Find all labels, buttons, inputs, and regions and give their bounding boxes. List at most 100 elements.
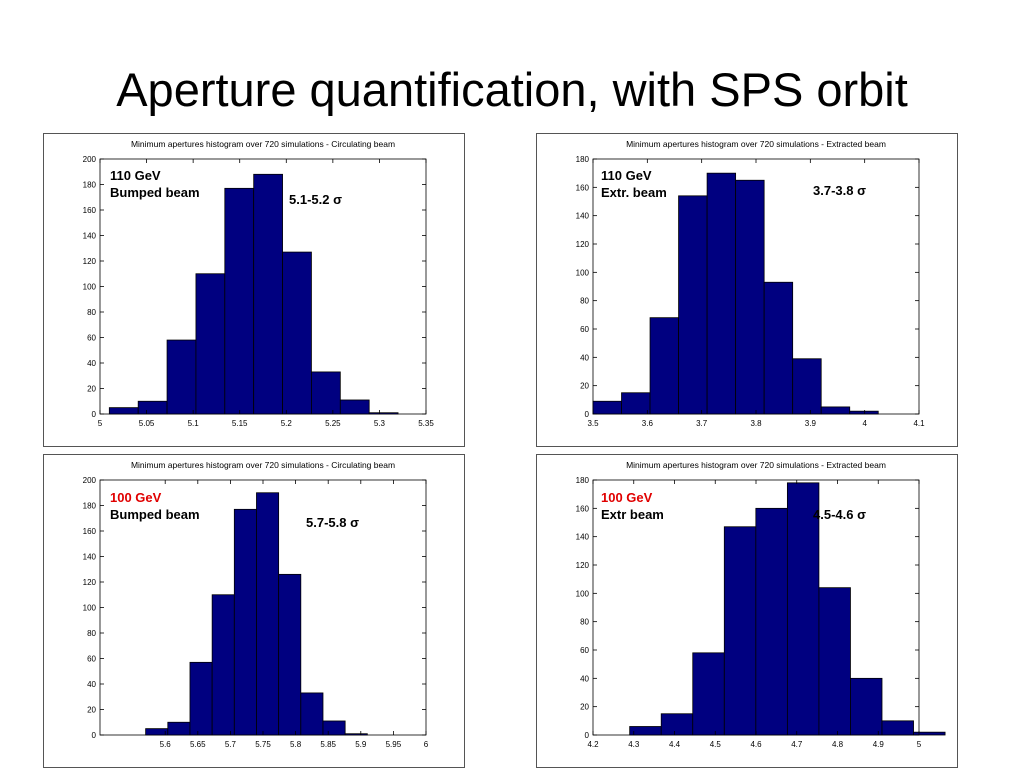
y-tick-label: 60: [580, 325, 589, 334]
y-tick-label: 100: [83, 604, 97, 613]
y-tick-label: 80: [87, 308, 96, 317]
x-tick-label: 4: [862, 419, 867, 428]
beam-label: Bumped beam: [110, 185, 200, 200]
histogram-chart-extracted-110: Minimum apertures histogram over 720 sim…: [576, 139, 925, 428]
x-tick-label: 5.3: [374, 419, 386, 428]
y-tick-label: 20: [580, 703, 589, 712]
x-tick-label: 4.4: [669, 740, 681, 749]
energy-label: 100 GeV: [601, 490, 653, 505]
histogram-bar: [792, 358, 822, 415]
x-tick-label: 3.6: [642, 419, 654, 428]
x-tick-label: 3.5: [587, 419, 599, 428]
histogram-bar: [660, 713, 694, 736]
aperture-range-label: 4.5-4.6 σ: [813, 507, 866, 522]
x-tick-label: 5.8: [290, 740, 302, 749]
histogram-bar: [755, 507, 788, 736]
y-tick-label: 80: [580, 297, 589, 306]
y-tick-label: 160: [576, 504, 590, 513]
histogram-bar: [850, 677, 883, 736]
beam-label: Extr beam: [601, 507, 664, 522]
y-tick-label: 80: [580, 618, 589, 627]
histogram-bar: [189, 661, 213, 736]
histogram-bar: [368, 412, 399, 415]
histogram-bar: [137, 400, 168, 415]
histogram-bar: [786, 482, 820, 736]
x-tick-label: 5.95: [386, 740, 402, 749]
x-tick-label: 5.65: [190, 740, 206, 749]
x-tick-label: 4.2: [587, 740, 599, 749]
x-tick-label: 3.8: [750, 419, 762, 428]
y-tick-label: 60: [87, 334, 96, 343]
x-tick-label: 3.7: [696, 419, 708, 428]
x-tick-label: 5.25: [325, 419, 341, 428]
chart-title: Minimum apertures histogram over 720 sim…: [131, 460, 395, 470]
histogram-bar: [881, 720, 914, 736]
energy-label: 110 GeV: [110, 168, 161, 183]
histogram-bar: [706, 172, 737, 415]
x-tick-label: 5.2: [281, 419, 293, 428]
y-tick-label: 100: [576, 589, 590, 598]
x-tick-label: 5: [917, 740, 922, 749]
energy-label: 100 GeV: [110, 490, 162, 505]
histogram-bar: [763, 281, 794, 415]
y-tick-label: 140: [83, 232, 97, 241]
y-tick-label: 40: [87, 359, 96, 368]
y-tick-label: 180: [83, 181, 97, 190]
histogram-bar: [621, 392, 651, 415]
aperture-range-label: 5.7-5.8 σ: [306, 515, 359, 530]
y-tick-label: 200: [83, 476, 97, 485]
histogram-bar: [224, 187, 255, 415]
histogram-bar: [108, 407, 139, 415]
histogram-bar: [649, 317, 679, 415]
x-tick-label: 5.15: [232, 419, 248, 428]
y-tick-label: 60: [580, 646, 589, 655]
histogram-bar: [692, 652, 725, 736]
y-tick-label: 0: [92, 731, 97, 740]
histogram-panel-extracted-110: Minimum apertures histogram over 720 sim…: [536, 133, 958, 447]
x-tick-label: 5.9: [355, 740, 367, 749]
y-tick-label: 120: [83, 257, 97, 266]
y-tick-label: 80: [87, 629, 96, 638]
y-tick-label: 160: [83, 527, 97, 536]
x-tick-label: 4.5: [710, 740, 722, 749]
y-tick-label: 120: [576, 561, 590, 570]
y-tick-label: 180: [83, 502, 97, 511]
x-tick-label: 4.3: [628, 740, 640, 749]
aperture-range-label: 5.1-5.2 σ: [289, 192, 342, 207]
x-tick-label: 4.1: [913, 419, 925, 428]
histogram-bar: [818, 587, 851, 736]
chart-title: Minimum apertures histogram over 720 sim…: [131, 139, 395, 149]
aperture-range-label: 3.7-3.8 σ: [813, 183, 866, 198]
histogram-bar: [300, 692, 324, 736]
x-tick-label: 5.35: [418, 419, 434, 428]
histogram-bar: [282, 251, 312, 415]
y-tick-label: 200: [83, 155, 97, 164]
x-tick-label: 5.1: [188, 419, 200, 428]
histogram-bar: [678, 195, 708, 415]
histogram-bar: [256, 492, 280, 736]
histogram-bar: [592, 400, 622, 415]
histogram-bar: [166, 339, 197, 415]
energy-label: 110 GeV: [601, 168, 652, 183]
x-tick-label: 4.9: [873, 740, 885, 749]
x-tick-label: 5: [98, 419, 103, 428]
histogram-bar: [820, 406, 851, 415]
histogram-panel-circulating-110: Minimum apertures histogram over 720 sim…: [43, 133, 465, 447]
y-tick-label: 20: [87, 706, 96, 715]
histogram-bar: [211, 594, 235, 736]
y-tick-label: 180: [576, 155, 590, 164]
histogram-panel-circulating-100: Minimum apertures histogram over 720 sim…: [43, 454, 465, 768]
y-tick-label: 100: [83, 283, 97, 292]
histogram-bar: [311, 371, 341, 415]
x-tick-label: 5.05: [139, 419, 155, 428]
histogram-bar: [322, 720, 346, 736]
energy-beam-annotation: 110 GeV Extr. beam: [601, 167, 667, 201]
x-tick-label: 4.6: [750, 740, 762, 749]
histogram-chart-extracted-100: Minimum apertures histogram over 720 sim…: [576, 460, 946, 749]
y-tick-label: 160: [576, 183, 590, 192]
y-tick-label: 0: [585, 731, 590, 740]
x-tick-label: 5.7: [225, 740, 237, 749]
histogram-chart-circulating-100: Minimum apertures histogram over 720 sim…: [83, 460, 429, 749]
y-tick-label: 140: [576, 533, 590, 542]
y-tick-label: 140: [576, 212, 590, 221]
